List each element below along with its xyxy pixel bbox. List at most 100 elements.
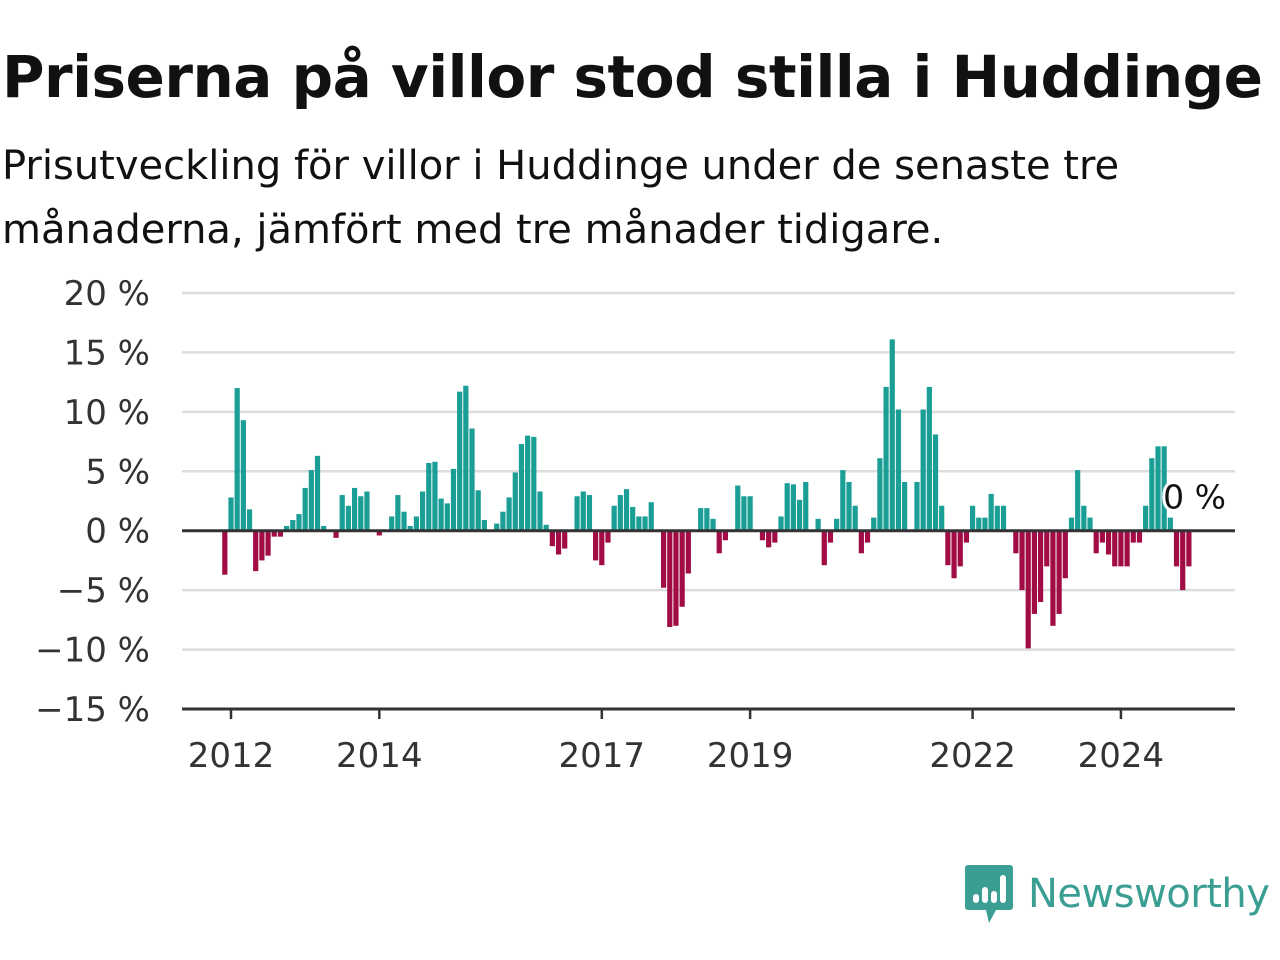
bar (790, 484, 796, 531)
bar (846, 481, 852, 531)
bar (1161, 446, 1167, 531)
bar (413, 516, 419, 531)
bar (364, 491, 370, 531)
bar (426, 462, 432, 531)
bar (1093, 530, 1099, 554)
bar (1105, 530, 1112, 555)
bar (1167, 517, 1173, 531)
bar (852, 505, 858, 531)
bar (593, 530, 599, 561)
bar (376, 530, 382, 536)
y-tick-label: −5 % (57, 571, 150, 611)
bar (1180, 530, 1186, 591)
x-tick-label: 2024 (1078, 736, 1165, 776)
bar (766, 530, 772, 548)
bar (661, 530, 667, 588)
bar (957, 530, 963, 567)
bar (827, 530, 834, 543)
bar (1186, 530, 1192, 567)
bar (562, 530, 568, 549)
bar (1143, 505, 1149, 531)
bar (914, 481, 920, 531)
bar (1081, 505, 1087, 531)
bar (277, 530, 284, 537)
bar (586, 495, 593, 531)
bar (951, 530, 957, 579)
bar (321, 525, 327, 531)
bar (1000, 505, 1007, 531)
bar (339, 495, 345, 531)
bar (407, 525, 413, 531)
bar (889, 339, 895, 531)
bar (543, 524, 549, 531)
bar (821, 530, 827, 566)
bar (531, 436, 537, 531)
bar (976, 517, 982, 531)
bar (457, 391, 463, 531)
bar (222, 530, 228, 575)
bar (698, 508, 704, 531)
bar (772, 530, 778, 543)
bar (463, 385, 469, 531)
bar (389, 516, 395, 531)
last-value-label: 0 % (1163, 478, 1226, 517)
bar (1050, 530, 1056, 626)
bar (895, 409, 902, 531)
bar (358, 496, 364, 531)
bar (314, 455, 321, 531)
y-tick-label: 20 % (64, 274, 150, 314)
bar (246, 509, 253, 531)
bar (537, 491, 543, 531)
bar (1044, 530, 1050, 567)
price-change-bar-chart: 20 % 15 % 10 % 5 % 0 % −5 % −10 % −15 % 2012 2014… (35, 274, 1235, 776)
bar (333, 530, 339, 538)
bar (685, 530, 691, 574)
bar (1149, 458, 1155, 531)
bar (673, 530, 679, 626)
bar (759, 530, 766, 541)
chart-title: Priserna på villor stod stilla i Hudding… (2, 43, 1263, 111)
bar (302, 487, 308, 531)
bar (920, 409, 926, 531)
x-tick-label: 2022 (929, 736, 1016, 776)
bar (419, 491, 426, 531)
bar (704, 508, 710, 531)
bar (815, 518, 821, 531)
y-tick-label: 0 % (85, 512, 150, 552)
bar (939, 505, 945, 531)
x-tick-label: 2014 (336, 736, 423, 776)
bar (982, 517, 988, 531)
bar (308, 470, 314, 531)
chart-subtitle: Prisutveckling för villor i Huddinge und… (2, 143, 1120, 253)
bar (642, 516, 648, 531)
bar (883, 386, 889, 531)
bar (710, 518, 716, 531)
bar (1173, 530, 1180, 567)
x-tick-label: 2019 (707, 736, 794, 776)
bar (395, 495, 401, 531)
bar (932, 434, 939, 531)
y-tick-label: −15 % (35, 690, 150, 730)
x-tick-label: 2012 (188, 736, 275, 776)
bar (1130, 530, 1136, 543)
bar (636, 516, 642, 531)
bar (253, 530, 259, 572)
bar (506, 497, 512, 531)
y-tick-label: 5 % (85, 452, 150, 492)
bar (747, 496, 753, 531)
bar (877, 458, 883, 531)
bar (599, 530, 605, 566)
bar (401, 511, 407, 531)
bar (840, 470, 846, 531)
bar (1037, 530, 1044, 603)
labels: 20 % 15 % 10 % 5 % 0 % −5 % −10 % −15 % 2012 2014… (35, 274, 1229, 776)
bar (345, 505, 352, 531)
bar (296, 514, 302, 531)
bar (722, 530, 728, 541)
bar (228, 497, 234, 531)
bar (432, 461, 438, 531)
bar (926, 386, 932, 531)
bar (525, 435, 531, 531)
bar (469, 428, 475, 531)
bar (574, 496, 580, 531)
